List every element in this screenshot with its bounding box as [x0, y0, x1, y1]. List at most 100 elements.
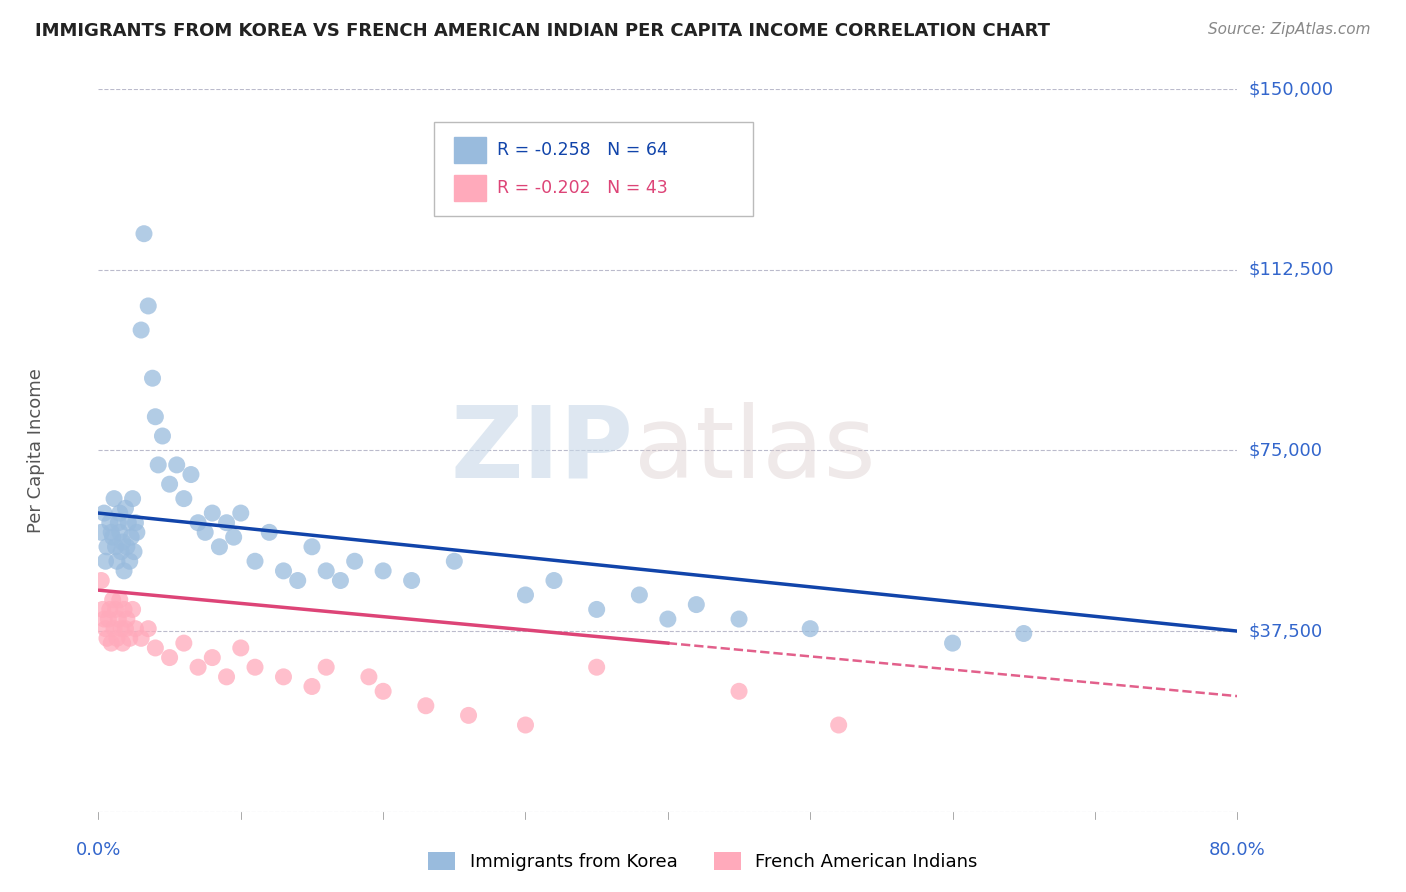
- Point: [187, 660, 209, 674]
- Point: [543, 574, 565, 588]
- Point: [373, 684, 395, 698]
- Point: [229, 640, 252, 655]
- Point: [101, 592, 124, 607]
- Point: [112, 564, 135, 578]
- Point: [329, 574, 352, 588]
- Point: [141, 371, 163, 385]
- Point: [148, 458, 170, 472]
- Point: [728, 684, 751, 698]
- Point: [187, 516, 209, 530]
- Point: [145, 409, 167, 424]
- Text: $75,000: $75,000: [1249, 442, 1323, 459]
- Point: [180, 467, 202, 482]
- Bar: [454, 136, 485, 162]
- Point: [159, 650, 181, 665]
- Text: R = -0.258   N = 64: R = -0.258 N = 64: [498, 141, 668, 159]
- Point: [166, 458, 188, 472]
- Point: [121, 491, 143, 506]
- Point: [114, 622, 136, 636]
- Point: [515, 588, 537, 602]
- Point: [115, 612, 138, 626]
- Point: [129, 632, 152, 646]
- Text: ZIP: ZIP: [451, 402, 634, 499]
- Point: [110, 544, 132, 558]
- Point: [173, 636, 195, 650]
- Point: [104, 540, 127, 554]
- Point: [628, 588, 651, 602]
- Point: [243, 660, 266, 674]
- Text: 0.0%: 0.0%: [76, 840, 121, 859]
- Point: [120, 530, 142, 544]
- Point: [108, 592, 131, 607]
- Point: [657, 612, 679, 626]
- Point: [201, 650, 224, 665]
- Point: [685, 598, 707, 612]
- Point: [159, 477, 181, 491]
- Point: [117, 516, 139, 530]
- Text: $150,000: $150,000: [1249, 80, 1334, 98]
- Point: [287, 574, 309, 588]
- Point: [136, 622, 159, 636]
- Point: [105, 554, 128, 568]
- Point: [129, 323, 152, 337]
- Point: [273, 670, 295, 684]
- Point: [100, 525, 122, 540]
- Point: [173, 491, 195, 506]
- Point: [301, 540, 323, 554]
- Point: [98, 602, 121, 616]
- Point: [373, 564, 395, 578]
- Legend: Immigrants from Korea, French American Indians: Immigrants from Korea, French American I…: [422, 845, 984, 879]
- Text: atlas: atlas: [634, 402, 876, 499]
- Point: [111, 636, 134, 650]
- Point: [98, 516, 121, 530]
- Point: [1012, 626, 1035, 640]
- FancyBboxPatch shape: [434, 121, 754, 216]
- Point: [222, 530, 245, 544]
- Point: [101, 530, 124, 544]
- Point: [401, 574, 423, 588]
- Point: [457, 708, 479, 723]
- Point: [107, 516, 129, 530]
- Point: [100, 636, 122, 650]
- Point: [96, 632, 118, 646]
- Text: R = -0.202   N = 43: R = -0.202 N = 43: [498, 178, 668, 197]
- Point: [208, 540, 231, 554]
- Point: [118, 554, 141, 568]
- Point: [201, 506, 224, 520]
- Point: [90, 574, 112, 588]
- Point: [94, 554, 117, 568]
- Point: [107, 612, 129, 626]
- Point: [91, 602, 114, 616]
- Text: Source: ZipAtlas.com: Source: ZipAtlas.com: [1208, 22, 1371, 37]
- Text: $112,500: $112,500: [1249, 260, 1334, 279]
- Point: [125, 525, 148, 540]
- Text: 80.0%: 80.0%: [1209, 840, 1265, 859]
- Point: [585, 602, 607, 616]
- Point: [145, 640, 167, 655]
- Text: IMMIGRANTS FROM KOREA VS FRENCH AMERICAN INDIAN PER CAPITA INCOME CORRELATION CH: IMMIGRANTS FROM KOREA VS FRENCH AMERICAN…: [35, 22, 1050, 40]
- Point: [828, 718, 851, 732]
- Point: [108, 525, 131, 540]
- Point: [96, 540, 118, 554]
- Point: [259, 525, 281, 540]
- Point: [152, 429, 174, 443]
- Point: [114, 501, 136, 516]
- Point: [357, 670, 380, 684]
- Point: [315, 660, 337, 674]
- Point: [103, 622, 125, 636]
- Point: [343, 554, 366, 568]
- Point: [97, 612, 120, 626]
- Point: [90, 525, 112, 540]
- Point: [115, 540, 138, 554]
- Text: $37,500: $37,500: [1249, 622, 1323, 640]
- Point: [136, 299, 159, 313]
- Point: [121, 602, 143, 616]
- Point: [104, 602, 127, 616]
- Point: [111, 535, 134, 549]
- Point: [415, 698, 437, 713]
- Point: [118, 632, 141, 646]
- Point: [585, 660, 607, 674]
- Point: [229, 506, 252, 520]
- Point: [122, 544, 145, 558]
- Point: [124, 622, 146, 636]
